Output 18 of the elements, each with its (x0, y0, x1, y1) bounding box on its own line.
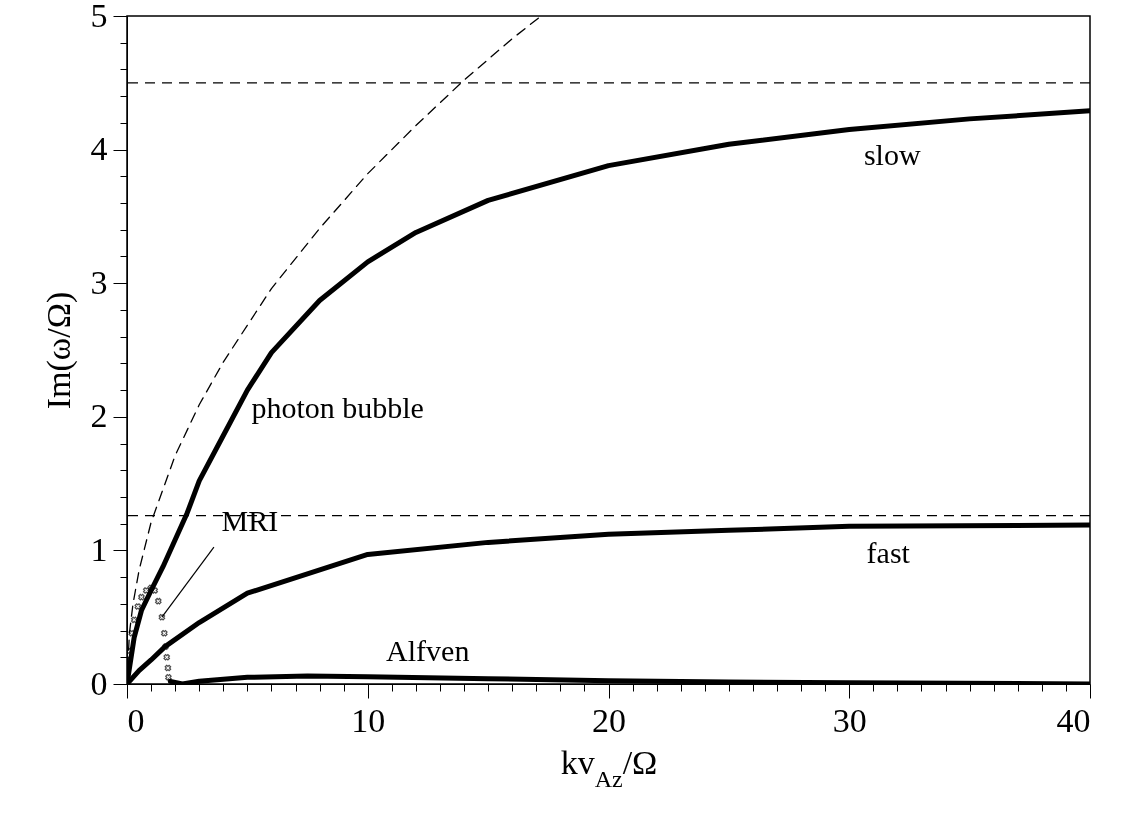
annotation: photon bubble (251, 391, 424, 425)
annotation: Alfven (386, 633, 470, 667)
x-tick-label: 40 (1056, 701, 1091, 739)
x-tick-label: 10 (351, 701, 386, 739)
y-tick-label: 5 (90, 0, 108, 34)
y-tick-label: 3 (90, 263, 108, 301)
x-tick-label: 0 (127, 701, 145, 739)
y-tick-label: 4 (90, 130, 108, 168)
y-tick-label: 2 (90, 397, 108, 435)
y-axis-title: Im(ω/Ω) (39, 291, 78, 410)
y-tick-label: 0 (90, 664, 108, 702)
y-tick-label: 1 (90, 530, 108, 568)
annotation: fast (866, 536, 911, 570)
x-tick-label: 20 (592, 701, 626, 739)
x-axis-title: kv$_{Az}$/Ω (560, 743, 658, 792)
annotation: MRI (221, 504, 279, 538)
annotation: slow (863, 137, 921, 171)
x-tick-label: 30 (832, 701, 867, 739)
